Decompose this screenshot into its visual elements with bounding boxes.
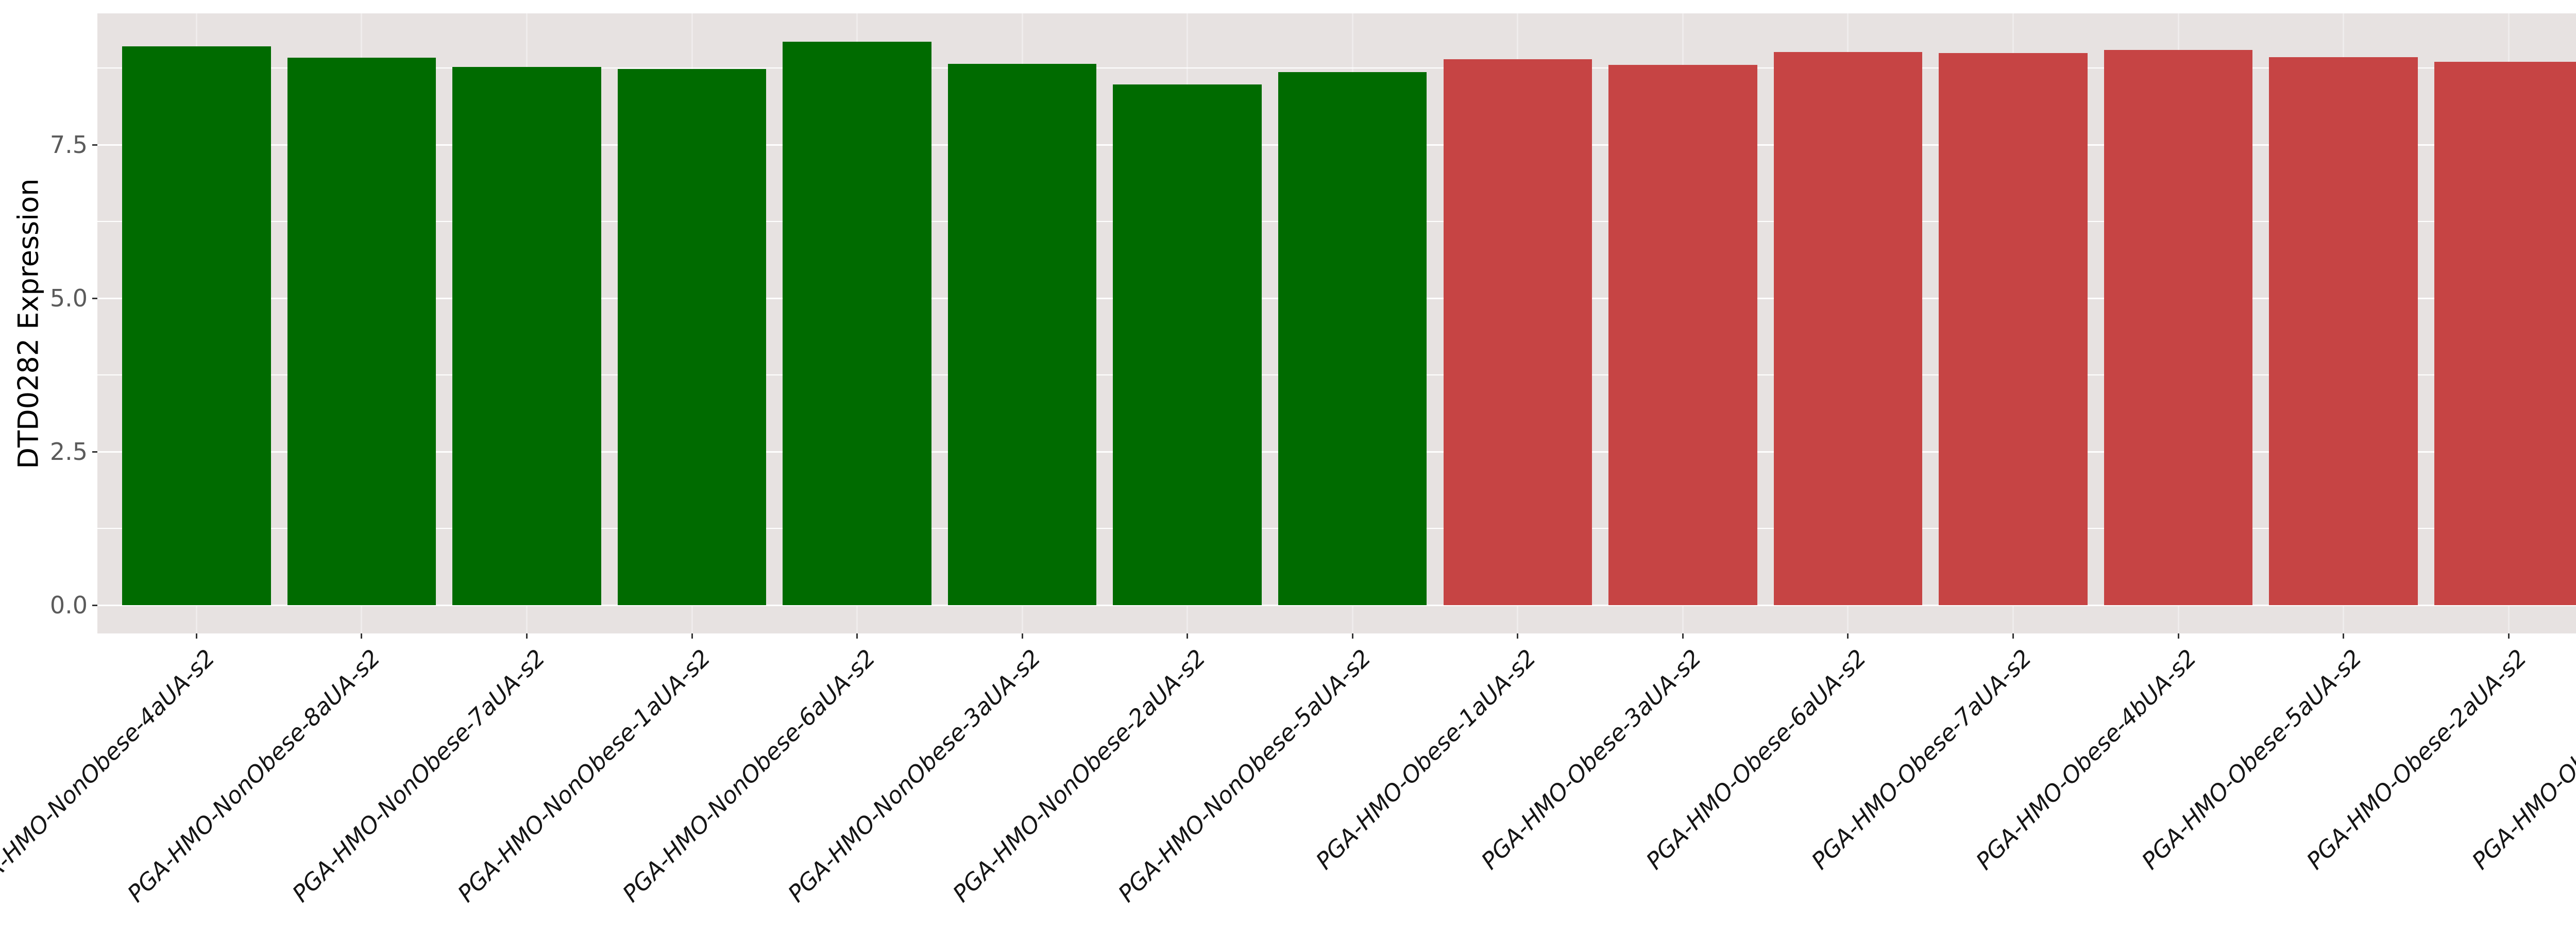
bar-PGA-HMO-Obese-7aUA-s2 (1939, 53, 2088, 606)
y-minor-gridline (97, 67, 2576, 68)
y-tick-mark (92, 604, 97, 606)
bar-PGA-HMO-NonObese-3aUA-s2 (947, 63, 1097, 606)
x-tick-mark (1517, 633, 1519, 639)
x-tick-mark (1351, 633, 1353, 639)
y-tick-mark (92, 144, 97, 146)
bar-PGA-HMO-Obese-5aUA-s2 (2269, 57, 2418, 606)
y-major-gridline (97, 604, 2576, 606)
x-tick-mark (1187, 633, 1189, 639)
x-tick-mark (195, 633, 197, 639)
x-tick-mark (526, 633, 528, 639)
plot-panel (97, 13, 2576, 633)
bar-PGA-HMO-NonObese-8aUA-s2 (287, 57, 436, 606)
x-tick-mark (856, 633, 858, 639)
bar-PGA-HMO-Obese-4bUA-s2 (2104, 50, 2253, 606)
x-tick-mark (691, 633, 693, 639)
y-tick-mark (92, 451, 97, 453)
x-tick-mark (1682, 633, 1684, 639)
x-tick-mark (361, 633, 363, 639)
x-tick-mark (2177, 633, 2179, 639)
bar-PGA-HMO-NonObese-1aUA-s2 (617, 69, 767, 606)
y-tick-mark (92, 297, 97, 299)
bar-PGA-HMO-NonObese-2aUA-s2 (1113, 84, 1262, 606)
bar-PGA-HMO-NonObese-5aUA-s2 (1278, 72, 1427, 606)
bar-PGA-HMO-Obese-3aUA-s2 (1608, 65, 1757, 606)
x-tick-mark (1021, 633, 1023, 639)
y-axis-title-area: DTD0282 Expression (5, 13, 52, 633)
y-tick-label: 2.5 (49, 438, 88, 466)
x-tick-mark (1847, 633, 1849, 639)
x-tick-mark (2012, 633, 2014, 639)
bar-PGA-HMO-Obese-1aUA-s2 (1443, 59, 1592, 606)
x-tick-label: PGA-HMO-NonObese-4aUA-s2 (0, 644, 221, 908)
bar-PGA-HMO-NonObese-6aUA-s2 (783, 41, 931, 606)
y-axis-title: DTD0282 Expression (12, 178, 45, 469)
x-tick-mark (2507, 633, 2510, 639)
bar-PGA-HMO-Obese-6aUA-s2 (1773, 52, 1923, 606)
y-tick-label: 7.5 (49, 131, 88, 159)
bar-PGA-HMO-NonObese-4aUA-s2 (122, 46, 271, 606)
bar-PGA-HMO-NonObese-7aUA-s2 (452, 66, 601, 606)
y-tick-label: 0.0 (49, 591, 88, 620)
bar-PGA-HMO-Obese-2aUA-s2 (2434, 62, 2576, 606)
y-tick-label: 5.0 (49, 284, 88, 313)
x-tick-mark (2343, 633, 2345, 639)
